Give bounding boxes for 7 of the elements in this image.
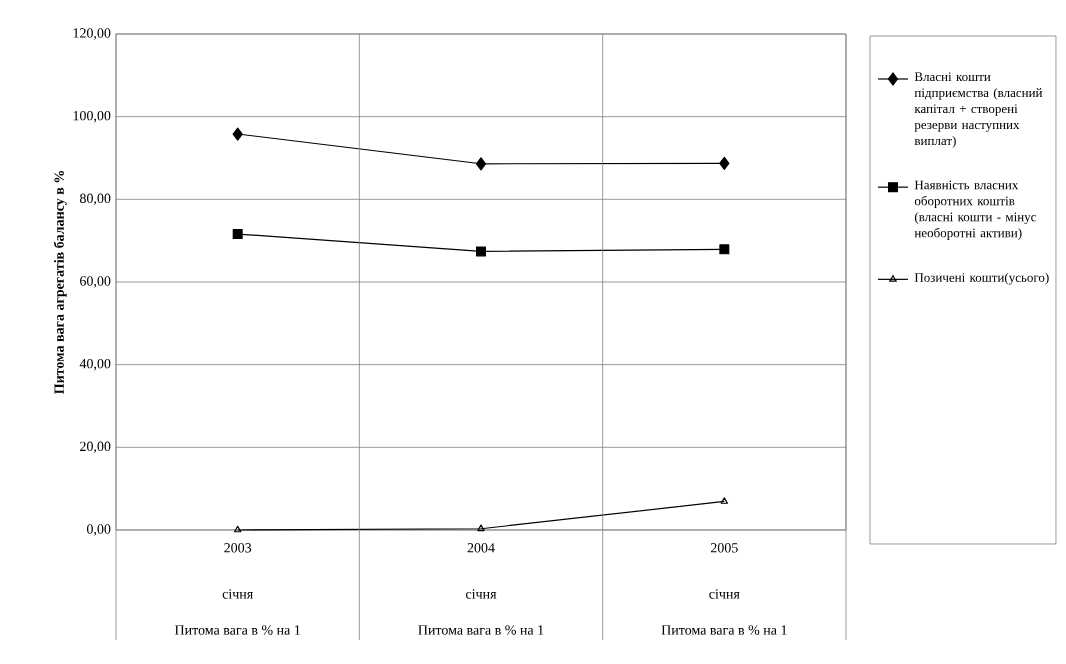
point bbox=[232, 229, 243, 240]
point bbox=[475, 157, 487, 171]
point bbox=[719, 244, 730, 255]
point bbox=[476, 246, 486, 257]
point bbox=[719, 156, 730, 170]
point bbox=[477, 524, 485, 532]
point bbox=[232, 127, 243, 141]
